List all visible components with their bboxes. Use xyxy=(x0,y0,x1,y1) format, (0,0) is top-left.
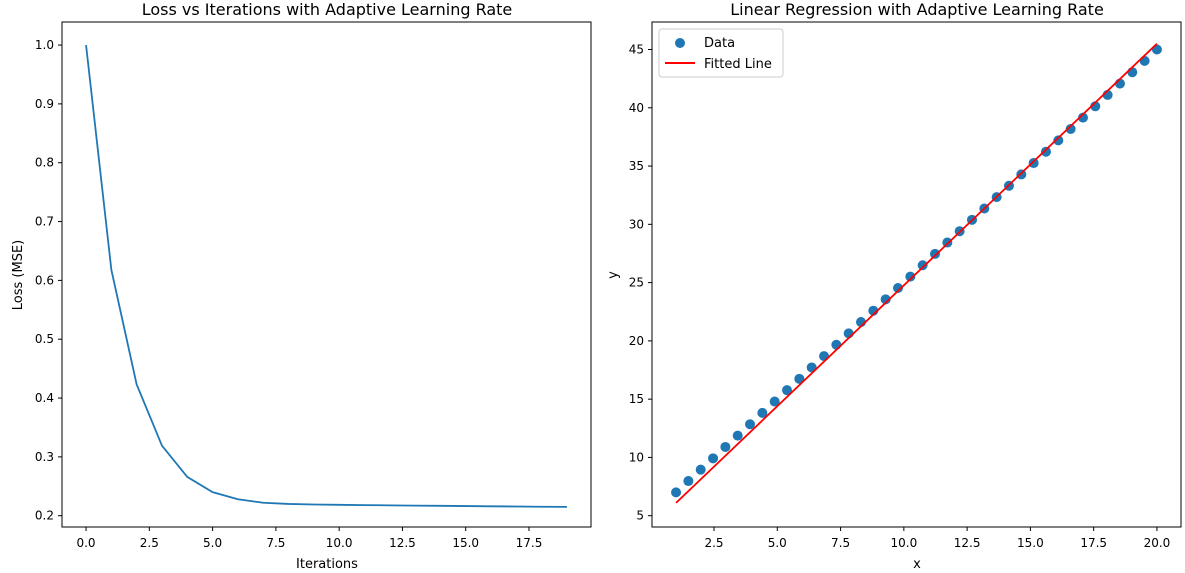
data-point xyxy=(880,294,891,305)
legend: Data Fitted Line xyxy=(658,28,784,78)
data-point xyxy=(745,419,756,430)
y-tick-label: 0.6 xyxy=(35,273,54,287)
x-tick-label: 7.5 xyxy=(831,536,850,550)
y-tick-label: 0.5 xyxy=(35,332,54,346)
data-point xyxy=(831,339,842,350)
x-tick-label: 12.5 xyxy=(954,536,981,550)
fitted-line xyxy=(675,43,1158,504)
y-tick-label: 1.0 xyxy=(35,38,54,52)
y-tick-label: 10 xyxy=(629,450,644,464)
y-tick-label: 0.2 xyxy=(35,509,54,523)
regression-chart-title: Linear Regression with Adaptive Learning… xyxy=(730,0,1104,19)
data-point xyxy=(1028,158,1039,169)
y-tick-label: 40 xyxy=(629,101,644,115)
x-tick-label: 5.0 xyxy=(768,536,787,550)
data-point xyxy=(1127,67,1138,78)
x-tick-label: 5.0 xyxy=(203,536,222,550)
regression-chart-ylabel: y xyxy=(606,271,621,279)
loss-series-line xyxy=(85,44,567,508)
x-tick-label: 10.0 xyxy=(326,536,353,550)
data-point xyxy=(671,487,682,498)
data-point xyxy=(769,396,780,407)
data-point xyxy=(683,476,694,487)
regression-chart: Linear Regression with Adaptive Learning… xyxy=(606,0,1182,572)
data-point xyxy=(930,248,940,259)
x-tick-label: 7.5 xyxy=(266,536,285,550)
loss-chart: Loss vs Iterations with Adaptive Learnin… xyxy=(11,0,592,572)
data-point xyxy=(708,453,719,464)
y-tick-label: 20 xyxy=(629,334,644,348)
x-tick-label: 2.5 xyxy=(140,536,159,550)
data-point xyxy=(1139,55,1150,66)
y-tick-label: 0.9 xyxy=(35,97,54,111)
x-tick-label: 15.0 xyxy=(1017,536,1044,550)
data-point xyxy=(720,441,731,452)
loss-chart-ylabel: Loss (MSE) xyxy=(11,240,26,310)
x-tick-label: 0.0 xyxy=(76,536,95,550)
data-point xyxy=(1077,112,1088,123)
loss-chart-axes-frame xyxy=(61,21,592,528)
data-point xyxy=(782,385,793,396)
data-point xyxy=(1053,135,1064,146)
data-point xyxy=(1065,124,1076,134)
data-point xyxy=(819,351,830,362)
regression-chart-xlabel: x xyxy=(913,557,921,572)
regression-chart-axes-frame xyxy=(651,21,1182,528)
data-point xyxy=(893,282,903,293)
legend-data-marker xyxy=(675,38,685,48)
x-tick-label: 20.0 xyxy=(1144,536,1171,550)
x-tick-label: 10.0 xyxy=(890,536,917,550)
data-point xyxy=(794,373,805,384)
data-point xyxy=(695,464,706,475)
x-tick-label: 2.5 xyxy=(704,536,723,550)
y-tick-label: 0.3 xyxy=(35,450,54,464)
legend-fitted-line-label: Fitted Line xyxy=(704,57,772,72)
y-tick-label: 0.8 xyxy=(35,156,54,170)
data-point xyxy=(917,260,928,271)
x-tick-label: 12.5 xyxy=(389,536,416,550)
y-tick-label: 15 xyxy=(629,392,644,406)
y-tick-label: 25 xyxy=(629,276,644,290)
x-tick-label: 17.5 xyxy=(1080,536,1107,550)
legend-box xyxy=(658,28,784,78)
y-tick-label: 30 xyxy=(629,217,644,231)
loss-chart-title: Loss vs Iterations with Adaptive Learnin… xyxy=(142,0,513,19)
y-tick-label: 5 xyxy=(636,509,644,523)
y-tick-label: 35 xyxy=(629,159,644,173)
y-tick-label: 0.4 xyxy=(35,391,54,405)
x-tick-label: 15.0 xyxy=(452,536,479,550)
x-tick-label: 17.5 xyxy=(516,536,543,550)
y-tick-label: 0.7 xyxy=(35,215,54,229)
y-tick-label: 45 xyxy=(629,43,644,57)
loss-chart-xlabel: Iterations xyxy=(296,557,358,572)
legend-data-label: Data xyxy=(704,36,735,51)
data-point xyxy=(757,407,768,418)
data-point xyxy=(732,430,743,441)
data-point xyxy=(905,271,916,282)
data-point xyxy=(1040,146,1051,157)
